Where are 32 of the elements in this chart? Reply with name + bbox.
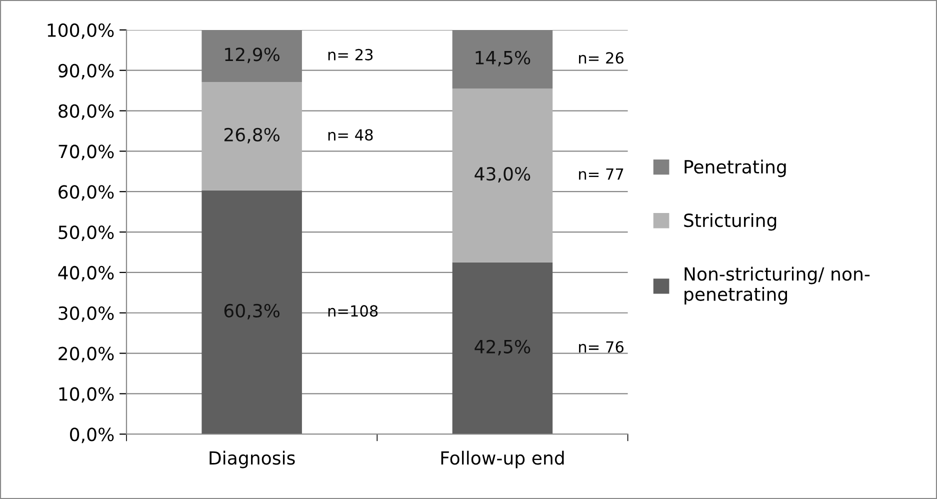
annotation: n= 26 — [579, 52, 624, 64]
bar — [202, 82, 302, 190]
legend-label: Stricturing — [684, 213, 776, 231]
data-label: 14,5% — [476, 50, 530, 66]
annotation: n= 23 — [328, 48, 373, 60]
x-tick-label: Diagnosis — [210, 450, 295, 468]
annotation: n=108 — [328, 305, 378, 317]
annotation: n= 48 — [328, 129, 373, 141]
bar — [452, 88, 553, 262]
data-label: 12,9% — [225, 48, 280, 64]
bar — [452, 262, 553, 434]
bar — [202, 190, 302, 434]
y-tick-label: 60,0% — [58, 185, 114, 201]
annotation: n= 77 — [579, 168, 624, 180]
y-tick-label: 80,0% — [58, 104, 114, 120]
legend-label: Penetrating — [684, 160, 786, 178]
x-tick-label: Follow-up end — [441, 450, 564, 468]
y-tick-label: 0,0% — [70, 428, 114, 444]
y-tick-label: 50,0% — [58, 225, 114, 241]
y-tick-label: 90,0% — [58, 64, 114, 80]
data-label: 42,5% — [474, 340, 530, 356]
y-tick-label: 20,0% — [58, 346, 114, 362]
annotation: n= 76 — [579, 341, 624, 353]
legend-label: Non-stricturing/ non- penetrating — [684, 266, 870, 304]
y-tick-label: 70,0% — [58, 144, 114, 160]
y-tick-label: 100,0% — [48, 23, 114, 39]
y-tick-label: 10,0% — [59, 387, 114, 403]
data-label: 43,0% — [474, 167, 530, 183]
data-label: 60,3% — [224, 304, 280, 320]
y-tick-label: 30,0% — [58, 306, 114, 322]
data-label: 26,8% — [224, 128, 280, 144]
y-tick-label: 40,0% — [58, 266, 114, 282]
